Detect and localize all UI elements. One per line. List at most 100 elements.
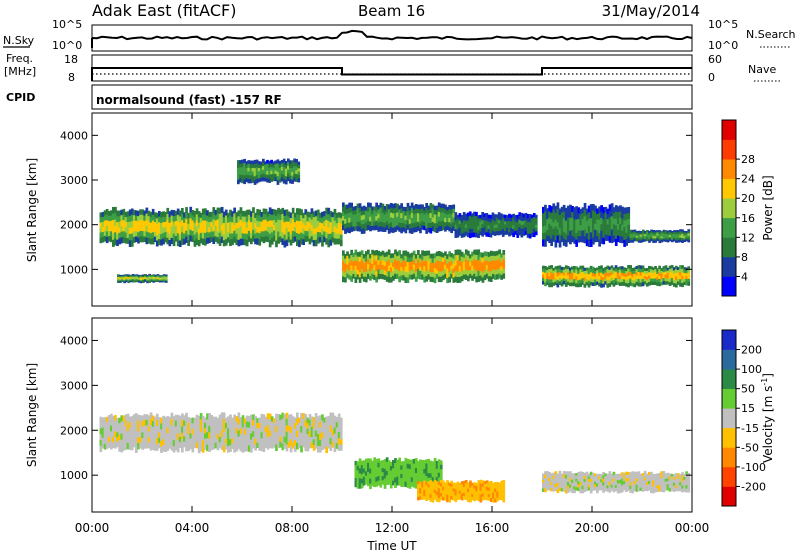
echo-cell bbox=[319, 427, 322, 435]
echo-cell bbox=[252, 218, 255, 225]
echo-cell bbox=[270, 163, 273, 168]
echo-cell bbox=[604, 278, 607, 282]
echo-cell bbox=[433, 483, 437, 487]
echo-cell bbox=[396, 251, 399, 257]
echo-cell bbox=[675, 484, 678, 489]
echo-cell bbox=[375, 468, 378, 473]
echo-cell bbox=[492, 269, 495, 275]
echo-cell bbox=[456, 254, 460, 261]
echo-cell bbox=[114, 437, 117, 444]
echo-cell bbox=[552, 484, 556, 489]
echo-cell bbox=[312, 444, 316, 451]
echo-cell bbox=[375, 216, 378, 222]
echo-cell bbox=[592, 230, 595, 238]
echo-cell bbox=[444, 494, 447, 498]
echo-cell bbox=[158, 216, 161, 223]
echo-cell bbox=[187, 444, 190, 451]
echo-cell bbox=[662, 237, 666, 240]
echo-cell bbox=[375, 250, 378, 256]
echo-cell bbox=[652, 236, 655, 239]
echo-cell bbox=[433, 272, 437, 279]
echo-cell bbox=[666, 236, 670, 239]
echo-cell bbox=[439, 266, 443, 273]
echo-cell bbox=[650, 281, 653, 285]
echo-cell bbox=[412, 255, 416, 261]
echo-cell bbox=[291, 427, 295, 433]
echo-cell bbox=[437, 459, 441, 465]
echo-cell bbox=[656, 271, 659, 275]
echo-cell bbox=[446, 258, 449, 265]
echo-cell bbox=[425, 260, 428, 267]
echo-cell bbox=[469, 273, 472, 279]
echo-cell bbox=[469, 270, 472, 275]
echo-cell bbox=[444, 491, 447, 495]
echo-cell bbox=[650, 229, 653, 232]
echo-cell bbox=[479, 266, 483, 272]
echo-cell bbox=[187, 422, 190, 429]
echo-cell bbox=[280, 160, 284, 164]
echo-cell bbox=[356, 203, 360, 209]
echo-cell bbox=[435, 205, 439, 211]
echo-cell bbox=[212, 207, 216, 214]
echo-cell bbox=[323, 443, 326, 449]
echo-cell bbox=[567, 229, 570, 237]
echo-cell bbox=[433, 462, 437, 468]
echo-cell bbox=[450, 269, 453, 275]
echo-cell bbox=[298, 214, 301, 222]
echo-cell bbox=[172, 221, 176, 229]
echo-cell bbox=[439, 217, 443, 223]
echo-cell bbox=[162, 433, 165, 440]
echo-cell bbox=[231, 433, 234, 439]
echo-cell bbox=[154, 277, 158, 279]
echo-cell bbox=[493, 221, 497, 226]
echo-cell bbox=[275, 234, 278, 242]
echo-cell bbox=[495, 231, 499, 236]
echo-cell bbox=[683, 232, 686, 235]
echo-cell bbox=[658, 279, 661, 283]
echo-cell bbox=[257, 168, 261, 172]
echo-cell bbox=[149, 431, 153, 438]
echo-cell bbox=[335, 422, 339, 428]
echo-cell bbox=[164, 279, 168, 282]
echo-cell bbox=[666, 240, 670, 243]
echo-cell bbox=[398, 457, 401, 463]
echo-cell bbox=[581, 218, 585, 226]
echo-cell bbox=[637, 474, 641, 479]
echo-cell bbox=[532, 220, 536, 226]
echo-cell bbox=[454, 233, 458, 238]
echo-cell bbox=[149, 418, 153, 426]
echo-cell bbox=[442, 203, 445, 209]
echo-cell bbox=[339, 218, 343, 225]
echo-cell bbox=[548, 475, 551, 479]
echo-cell bbox=[352, 269, 356, 275]
echo-cell bbox=[342, 266, 345, 272]
echo-cell bbox=[360, 460, 364, 466]
echo-cell bbox=[181, 220, 184, 227]
echo-cell bbox=[641, 488, 645, 492]
echo-cell bbox=[481, 216, 484, 221]
echo-cell bbox=[195, 214, 199, 221]
echo-cell bbox=[460, 271, 464, 277]
echo-cell bbox=[442, 493, 445, 498]
echo-cell bbox=[498, 485, 501, 489]
echo-cell bbox=[620, 472, 624, 477]
echo-cell bbox=[218, 207, 222, 215]
echo-cell bbox=[650, 272, 653, 276]
echo-cell bbox=[362, 214, 366, 220]
echo-cell bbox=[579, 208, 583, 215]
echo-cell bbox=[508, 221, 511, 226]
echo-cell bbox=[400, 469, 403, 475]
echo-cell bbox=[135, 276, 139, 279]
echo-cell bbox=[404, 255, 408, 262]
echo-cell bbox=[287, 420, 291, 426]
echo-cell bbox=[381, 264, 385, 270]
echo-cell bbox=[191, 434, 195, 441]
echo-cell bbox=[546, 219, 549, 225]
echo-cell bbox=[583, 216, 587, 224]
echo-cell bbox=[350, 226, 353, 232]
echo-cell bbox=[105, 422, 109, 428]
echo-cell bbox=[650, 275, 653, 279]
echo-cell bbox=[245, 168, 248, 172]
echo-cell bbox=[417, 484, 420, 488]
echo-cell bbox=[272, 164, 276, 169]
